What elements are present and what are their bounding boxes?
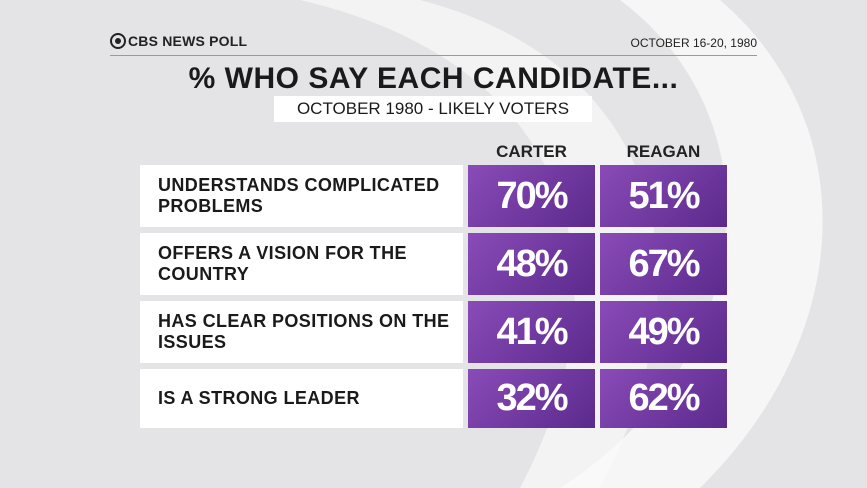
value-cell: 48% [468, 233, 595, 295]
header-rule [110, 55, 757, 56]
value-cell: 51% [600, 165, 727, 227]
value-cell: 70% [468, 165, 595, 227]
poll-date: OCTOBER 16-20, 1980 [630, 36, 757, 50]
column-header: CARTER [496, 142, 567, 161]
value-cell: 62% [600, 369, 727, 428]
row-label: UNDERSTANDS COMPLICATED PROBLEMS [140, 165, 463, 227]
subtitle: OCTOBER 1980 - LIKELY VOTERS [274, 96, 592, 122]
brand: CBS NEWS POLL [128, 33, 248, 49]
value-cell: 32% [468, 369, 595, 428]
column-header: REAGAN [626, 142, 701, 161]
row-label: IS A STRONG LEADER [140, 369, 463, 428]
title: % WHO SAY EACH CANDIDATE... [188, 62, 679, 95]
row-label: HAS CLEAR POSITIONS ON THE ISSUES [140, 301, 463, 363]
value-cell: 67% [600, 233, 727, 295]
value-cell: 49% [600, 301, 727, 363]
value-cell: 41% [468, 301, 595, 363]
row-label: OFFERS A VISION FOR THE COUNTRY [140, 233, 463, 295]
